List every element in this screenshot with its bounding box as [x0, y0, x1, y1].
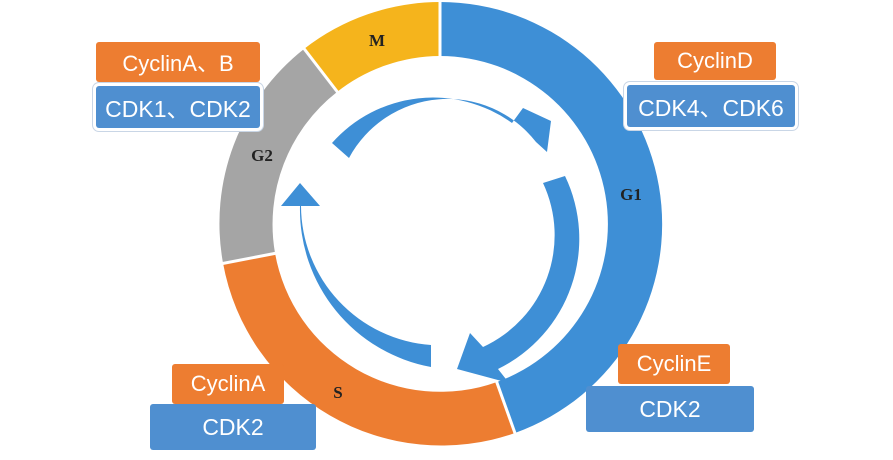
phase-label-m: M [369, 31, 385, 50]
phase-label-g2: G2 [251, 146, 273, 165]
s-cdk2-tag: CDK2 [150, 404, 316, 450]
s-cyclin-a-tag: CyclinA [172, 364, 284, 404]
cycle-arrow-left [281, 183, 431, 367]
g1-cdk2-tag: CDK2 [586, 386, 754, 432]
g1-cyclin-d-tag: CyclinD [654, 42, 776, 80]
cycle-arrow-top [332, 97, 551, 158]
phase-ring-m [304, 2, 440, 92]
phase-ring-s [223, 253, 515, 446]
g2-cdk-tag: CDK1、CDK2 [96, 86, 260, 128]
g1-cyclin-e-tag: CyclinE [618, 344, 730, 384]
g1-cdk4-cdk6-tag: CDK4、CDK6 [627, 85, 795, 127]
phase-ring-g2 [219, 49, 337, 263]
phase-label-g1: G1 [620, 185, 642, 204]
phase-label-s: S [333, 383, 342, 402]
g2-cyclin-tag: CyclinA、B [96, 42, 260, 82]
phase-ring-g1 [440, 1, 663, 434]
cycle-arrow-right [457, 176, 580, 383]
